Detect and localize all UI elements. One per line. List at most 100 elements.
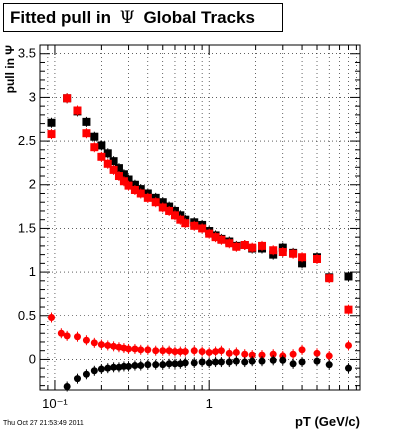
chart-title-suffix: Global Tracks xyxy=(143,8,255,27)
data-point-circle xyxy=(181,348,189,356)
data-point-circle xyxy=(131,362,139,370)
data-point-circle xyxy=(73,375,81,383)
data-point-square xyxy=(289,249,298,258)
data-point-circle xyxy=(289,360,297,368)
data-point-square xyxy=(114,164,123,173)
plot-frame xyxy=(39,44,361,391)
data-point-circle xyxy=(258,357,266,365)
data-point-square xyxy=(124,175,133,184)
data-point-circle xyxy=(241,358,249,366)
data-point-square xyxy=(130,180,139,189)
y-tick-label: 3.5 xyxy=(18,46,36,61)
data-point-circle xyxy=(190,359,198,367)
data-point-square xyxy=(211,233,220,242)
data-point-circle xyxy=(90,367,98,375)
data-point-square xyxy=(130,185,139,194)
data-point-circle xyxy=(248,357,256,365)
data-point-circle xyxy=(131,345,139,353)
data-point-circle xyxy=(298,358,306,366)
data-point-circle xyxy=(57,329,65,337)
axis-ticks: 10⁻¹ 1 0 0.5 1 1.5 2 2.5 3 3.5 xyxy=(18,44,360,411)
data-point-circle xyxy=(258,351,266,359)
data-point-square xyxy=(158,203,167,212)
data-point-square xyxy=(205,229,214,238)
data-point-square xyxy=(258,241,267,250)
data-point-circle xyxy=(241,350,249,358)
data-point-circle xyxy=(205,348,213,356)
data-point-square xyxy=(298,253,307,262)
data-point-square xyxy=(103,149,112,158)
data-point-circle xyxy=(313,349,321,357)
data-point-circle xyxy=(217,358,225,366)
data-point-square xyxy=(103,159,112,168)
data-point-square xyxy=(176,215,185,224)
data-point-circle xyxy=(171,348,179,356)
data-point-circle xyxy=(104,364,112,372)
data-point-circle xyxy=(82,336,90,344)
data-point-circle xyxy=(269,356,277,364)
data-point-circle xyxy=(137,346,145,354)
data-point-circle xyxy=(165,347,173,355)
data-point-circle xyxy=(110,342,118,350)
data-point-circle xyxy=(63,383,71,391)
data-point-circle xyxy=(97,365,105,373)
y-tick-label: 1.5 xyxy=(18,220,36,235)
data-point-square xyxy=(109,157,118,166)
data-points xyxy=(47,93,353,392)
data-point-circle xyxy=(344,364,352,372)
data-point-square xyxy=(82,129,91,138)
data-point-square xyxy=(198,224,207,233)
data-point-circle xyxy=(159,347,167,355)
data-point-circle xyxy=(232,357,240,365)
timestamp: Thu Oct 27 21:53:49 2011 xyxy=(3,420,84,427)
data-point-square xyxy=(114,172,123,181)
data-point-square xyxy=(73,106,82,115)
data-point-circle xyxy=(159,361,167,369)
data-point-square xyxy=(217,235,226,244)
data-point-circle xyxy=(248,351,256,359)
chart-title-prefix: Fitted pull in xyxy=(10,8,112,27)
data-point-circle xyxy=(325,352,333,360)
data-point-circle xyxy=(313,357,321,365)
data-point-square xyxy=(136,189,145,198)
data-point-circle xyxy=(90,339,98,347)
x-axis-label: pT (GeV/c) xyxy=(295,414,360,429)
data-point-circle xyxy=(225,349,233,357)
data-point-circle xyxy=(190,347,198,355)
data-point-circle xyxy=(137,362,145,370)
data-point-square xyxy=(240,241,249,250)
y-tick-label: 0 xyxy=(29,351,36,366)
data-point-square xyxy=(225,239,234,248)
data-point-square xyxy=(97,152,106,161)
data-point-circle xyxy=(171,360,179,368)
data-point-square xyxy=(165,206,174,215)
data-point-square xyxy=(90,132,99,141)
data-point-circle xyxy=(289,350,297,358)
data-point-circle xyxy=(325,361,333,369)
data-point-square xyxy=(109,165,118,174)
data-point-square xyxy=(90,143,99,152)
data-point-square xyxy=(47,118,56,127)
y-tick-label: 2 xyxy=(29,177,36,192)
data-point-square xyxy=(143,193,152,202)
data-point-square xyxy=(344,272,353,281)
data-point-square xyxy=(181,219,190,228)
data-point-circle xyxy=(205,359,213,367)
data-point-circle xyxy=(97,341,105,349)
data-point-circle xyxy=(165,360,173,368)
data-point-circle xyxy=(176,348,184,356)
data-point-circle xyxy=(125,362,133,370)
data-point-square xyxy=(190,221,199,230)
data-point-circle xyxy=(152,361,160,369)
data-point-square xyxy=(325,274,334,283)
data-point-circle xyxy=(110,363,118,371)
data-point-circle xyxy=(217,347,225,355)
data-point-square xyxy=(119,177,128,186)
data-point-circle xyxy=(269,350,277,358)
data-point-circle xyxy=(198,348,206,356)
data-point-circle xyxy=(212,358,220,366)
data-point-square xyxy=(278,248,287,256)
x-tick-label: 1 xyxy=(206,396,213,411)
data-point-circle xyxy=(48,314,56,322)
y-tick-label: 2.5 xyxy=(18,133,36,148)
